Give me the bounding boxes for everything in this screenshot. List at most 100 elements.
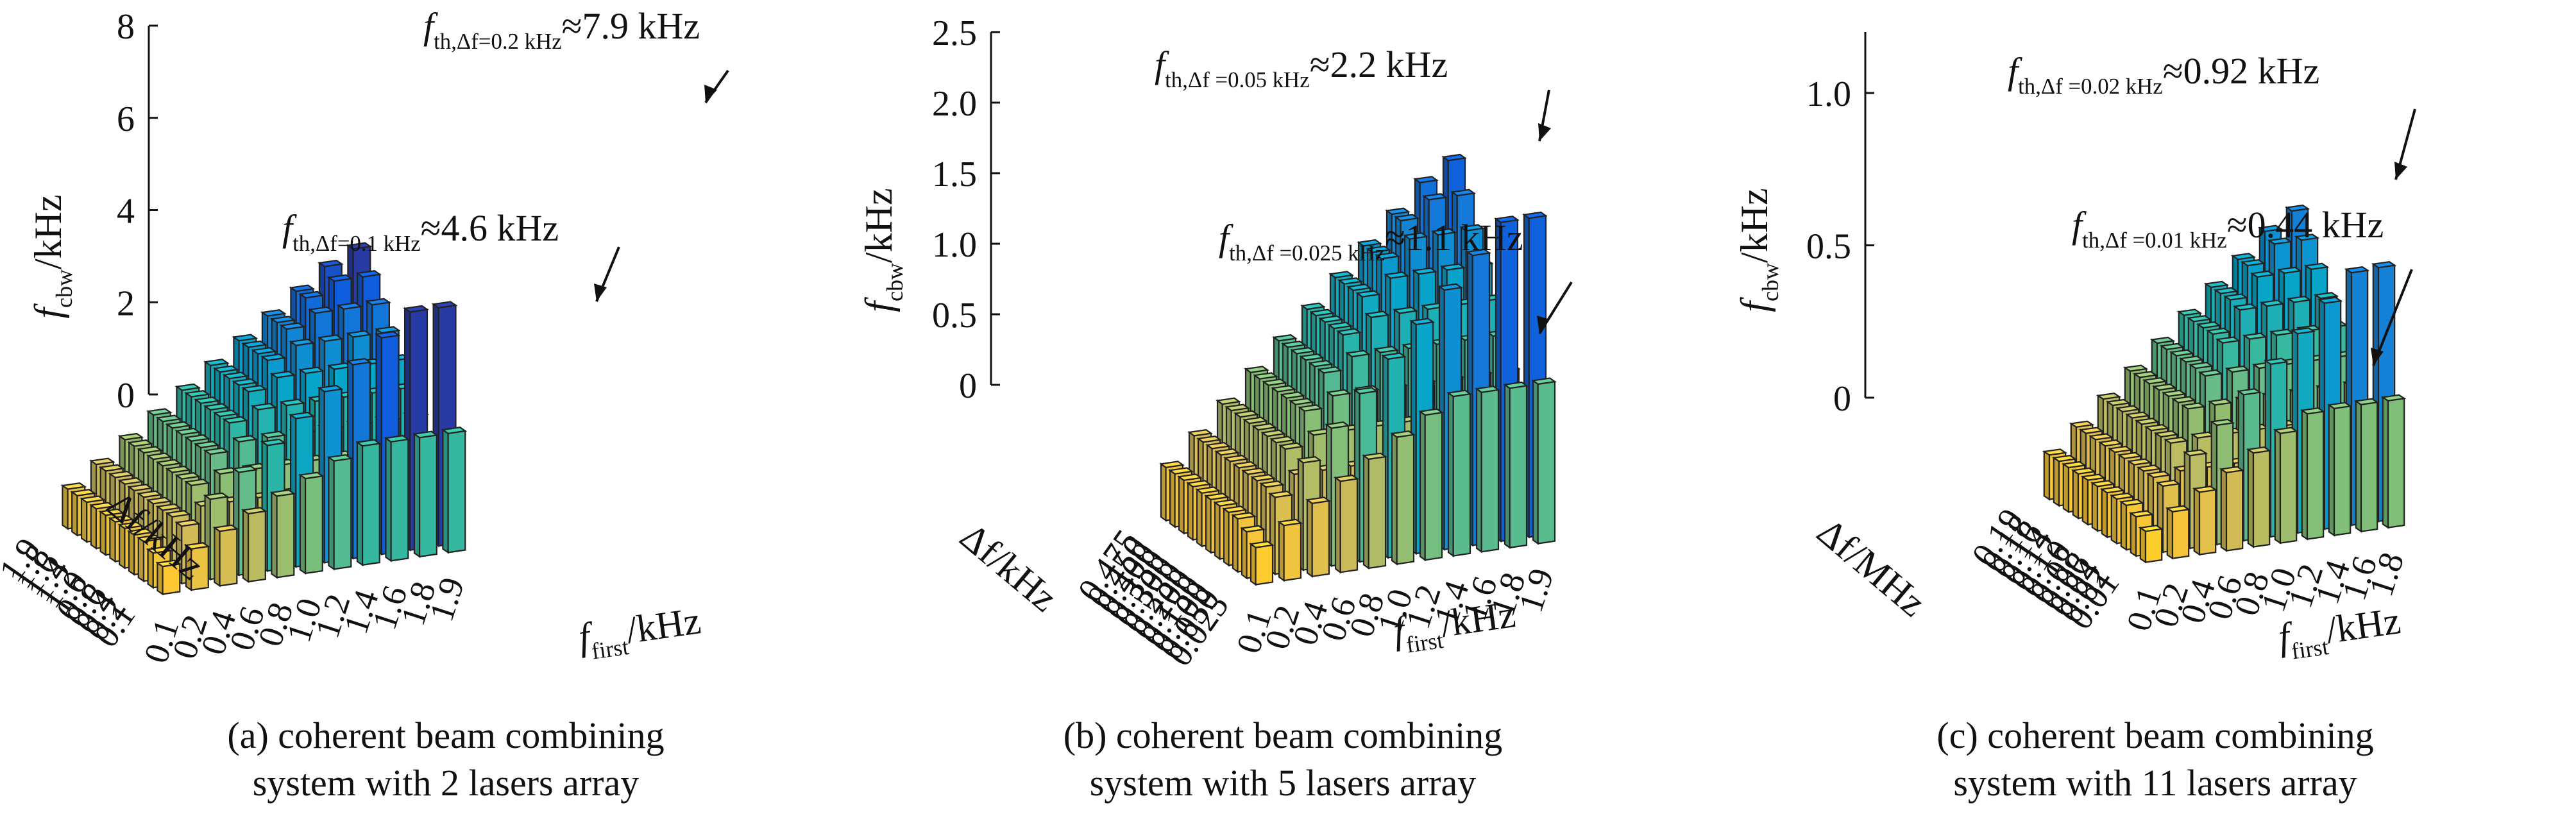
- bars: [1159, 153, 1557, 586]
- bar-top-face: [174, 472, 201, 480]
- bar-side-face: [2072, 469, 2080, 520]
- bar-top-face: [2180, 402, 2207, 410]
- bar-top-face: [1413, 176, 1439, 183]
- bar-top-face: [279, 398, 306, 407]
- bar-side-face: [1232, 514, 1239, 573]
- bar-top-face: [193, 441, 220, 449]
- bar-top-face: [241, 507, 267, 515]
- bar-side-face: [2110, 494, 2118, 545]
- bar-top-face: [2128, 510, 2155, 518]
- bar-top-face: [174, 383, 201, 391]
- z-axis-title: fcbw/kHz: [1733, 188, 1783, 312]
- bar-side-face: [2081, 475, 2089, 526]
- bar-top-face: [2124, 411, 2151, 419]
- bar-top-face: [1216, 397, 1241, 405]
- annotation-threshold-high: fth,Δf=0.2 kHz≈7.9 kHz: [423, 5, 700, 54]
- bar: [2165, 505, 2191, 560]
- bar: [441, 427, 468, 554]
- bar-top-face: [127, 484, 153, 492]
- bar-top-face: [184, 478, 210, 487]
- bar-top-face: [2259, 300, 2285, 307]
- bar: [241, 507, 267, 583]
- bar-top-face: [108, 470, 135, 478]
- bar-top-face: [289, 338, 316, 346]
- bar-top-face: [2371, 261, 2397, 269]
- bar-side-face: [328, 455, 335, 571]
- bar-side-face: [2328, 403, 2335, 537]
- bar-top-face: [155, 503, 182, 511]
- bar-top-face: [184, 434, 210, 442]
- bar-top-face: [2109, 492, 2135, 500]
- bar-top-face: [317, 259, 344, 267]
- bar-top-face: [2230, 253, 2257, 260]
- arrow-head-icon: [1538, 123, 1551, 141]
- bar-top-face: [222, 371, 249, 380]
- bar-top-face: [2097, 439, 2124, 447]
- bar-side-face: [2193, 487, 2201, 556]
- bar: [2219, 466, 2245, 552]
- z-tick-label: 1.0: [932, 225, 977, 265]
- bar-top-face: [80, 495, 106, 504]
- bar-front-face: [276, 493, 295, 579]
- bar-top-face: [2182, 449, 2208, 457]
- bar-top-face: [1280, 391, 1305, 399]
- bar-front-face: [333, 457, 352, 570]
- bar-top-face: [1296, 455, 1322, 464]
- bar-top-face: [1475, 385, 1500, 393]
- bar-top-face: [184, 389, 211, 398]
- bar-top-face: [1345, 350, 1371, 358]
- z-tick-label: 0.5: [1806, 227, 1851, 267]
- bar-top-face: [1289, 398, 1314, 405]
- bar-top-face: [1242, 416, 1268, 425]
- bar: [269, 489, 296, 579]
- bar-top-face: [2155, 479, 2182, 487]
- bar-top-face: [212, 365, 239, 373]
- caption-b-line-1: (b) coherent beam combining: [1063, 715, 1503, 756]
- bar-front-face: [2279, 430, 2298, 544]
- bar-top-face: [1233, 410, 1259, 418]
- bar-top-face: [1251, 423, 1277, 431]
- bar-top-face: [260, 430, 287, 439]
- z-tick-label: 0.5: [932, 296, 977, 335]
- bar-top-face: [146, 546, 173, 554]
- bar-top-face: [2313, 292, 2339, 300]
- bar: [1305, 496, 1331, 578]
- bar-top-face: [298, 291, 325, 299]
- bar-top-face: [308, 306, 334, 314]
- bar-side-face: [2062, 462, 2070, 514]
- annotation-threshold-low: fth,Δf =0.01 kHz≈0.44 kHz: [2072, 204, 2384, 253]
- bar: [1503, 381, 1529, 550]
- bar-top-face: [222, 416, 249, 424]
- bar-top-face: [1260, 429, 1286, 437]
- bar-side-face: [1362, 454, 1369, 570]
- bar-top-face: [374, 330, 401, 339]
- bar-top-face: [1353, 387, 1378, 394]
- bar-top-face: [250, 403, 277, 410]
- bar-top-face: [1300, 302, 1326, 310]
- bar: [1418, 408, 1444, 562]
- bar-front-face: [390, 438, 409, 562]
- bar-top-face: [269, 489, 296, 497]
- bar-side-face: [2101, 487, 2108, 539]
- bar-top-face: [2042, 448, 2068, 456]
- bar-side-face: [71, 491, 78, 537]
- bar-top-face: [203, 492, 230, 500]
- bar-side-face: [442, 428, 449, 554]
- bar-top-face: [2165, 505, 2191, 512]
- bar-top-face: [2149, 336, 2176, 344]
- bar-top-face: [2171, 396, 2197, 403]
- bar-top-face: [1381, 352, 1407, 360]
- bar-top-face: [2284, 204, 2310, 212]
- bar-top-face: [137, 446, 163, 454]
- bar-front-face: [2144, 528, 2163, 563]
- bar-top-face: [326, 453, 353, 462]
- bar-top-face: [1232, 461, 1258, 469]
- bar-top-face: [1366, 245, 1391, 253]
- bar-top-face: [2353, 398, 2380, 405]
- bar-top-face: [1390, 430, 1416, 438]
- bar-top-face: [1177, 473, 1203, 481]
- bar-top-face: [346, 330, 373, 338]
- bar-top-face: [336, 302, 363, 310]
- bar: [2380, 394, 2407, 529]
- bar-side-face: [1250, 542, 1257, 586]
